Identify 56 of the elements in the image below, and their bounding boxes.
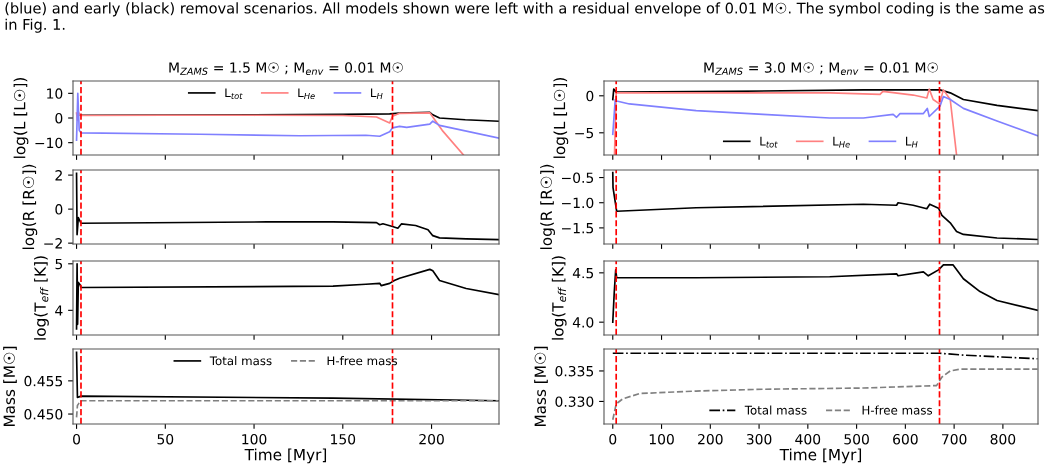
y-tick-label: 0.455 (24, 375, 63, 387)
chart-title: M$_{ZAMS}$ = 3.0 M☉ ; M$_{env}$ = 0.01 M☉ (704, 62, 938, 75)
y-tick-label: 2 (55, 170, 62, 181)
x-axis-title: Time [Myr] (244, 448, 327, 464)
y-tick-label: 0.450 (24, 409, 63, 420)
x-tick-label: 400 (795, 433, 821, 445)
y-tick-label: 0 (55, 112, 63, 124)
y-tick-label: −1.5 (562, 223, 594, 234)
legend-label: L$_{He}$ (298, 88, 315, 100)
x-axis-title: Time [Myr] (779, 448, 862, 464)
legend-label: L$_{tot}$ (760, 136, 778, 148)
y-tick-label: −0.5 (562, 172, 594, 184)
y-tick-label: −1.0 (562, 197, 594, 209)
legend-label: L$_{H}$ (906, 136, 918, 148)
legend-label: L$_{He}$ (833, 136, 850, 148)
x-tick-label: 0 (73, 433, 81, 445)
y-axis-title: log(L [L☉]) (553, 77, 569, 158)
y-tick-label: −2 (44, 238, 62, 249)
x-tick-label: 100 (649, 433, 674, 445)
x-tick-label: 100 (242, 433, 267, 445)
chart-title: M$_{ZAMS}$ = 1.5 M☉ ; M$_{env}$ = 0.01 M☉ (169, 62, 403, 75)
y-axis-title: Mass [M☉] (534, 346, 548, 427)
y-tick-label: 0.335 (555, 365, 594, 377)
y-tick-label: −5 (575, 127, 594, 139)
legend-label: L$_{tot}$ (225, 88, 243, 100)
x-tick-label: 500 (844, 433, 869, 445)
x-tick-label: 600 (893, 433, 918, 445)
x-tick-label: 700 (942, 433, 967, 445)
y-tick-label: 10 (47, 88, 63, 99)
y-axis-title: Mass [M☉] (3, 346, 17, 427)
x-tick-label: 200 (698, 433, 723, 445)
x-tick-label: 300 (746, 433, 772, 445)
y-tick-label: 5 (55, 258, 63, 270)
x-tick-label: 150 (331, 433, 356, 445)
legend-label: H-free mass (327, 356, 398, 366)
y-tick-label: 4.0 (572, 317, 594, 328)
y-tick-label: 0.330 (555, 396, 594, 407)
text: (blue) and early (black) removal scenarios. All models shown were left with a residual envelope of 0.01 M☉. The symbol coding is the same as in Fig. 1. (5, 2, 1045, 33)
x-tick-label: 200 (419, 433, 444, 445)
y-tick-label: −10 (35, 137, 63, 149)
x-tick-label: 50 (157, 433, 174, 445)
legend-label: Total mass (744, 405, 807, 415)
y-axis-title: log(R [R☉]) (22, 164, 38, 250)
legend-label: H-free mass (862, 405, 933, 415)
x-tick-label: 0 (609, 433, 617, 445)
y-axis-title: log(T$_{eff}$ [K]) (34, 256, 49, 340)
x-tick-label: 800 (990, 433, 1016, 445)
y-tick-label: 4.5 (572, 267, 594, 279)
y-axis-title: log(T$_{eff}$ [K]) (551, 256, 567, 340)
y-tick-label: 4 (55, 305, 63, 316)
y-axis-title: log(L [L☉]) (13, 77, 29, 158)
y-tick-label: 0 (586, 90, 594, 102)
legend-label: Total mass (209, 356, 272, 366)
y-tick-label: 0 (55, 204, 63, 215)
y-axis-title: log(R [R☉]) (540, 164, 555, 250)
legend-label: L$_{H}$ (371, 88, 383, 99)
